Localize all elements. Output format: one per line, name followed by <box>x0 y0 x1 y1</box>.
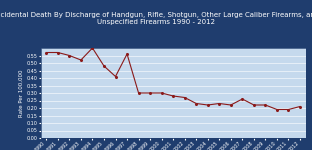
Y-axis label: Rate Per 100,000: Rate Per 100,000 <box>19 69 24 117</box>
Text: Accidental Death By Discharge of Handgun, Rifle, Shotgun, Other Large Caliber Fi: Accidental Death By Discharge of Handgun… <box>0 12 312 25</box>
